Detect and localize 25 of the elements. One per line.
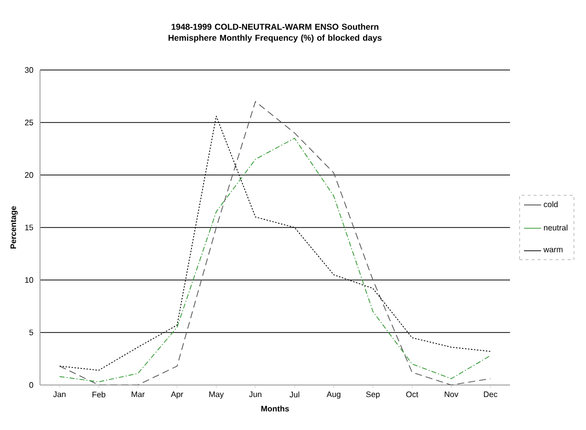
y-tick-label: 0 [29,382,34,388]
x-tick-label: Nov [444,392,458,398]
x-tick-label: Apr [170,392,184,399]
y-tick-label: 20 [24,172,34,178]
x-tick-label: Feb [92,392,106,398]
x-tick-label: Jan [53,392,66,398]
x-tick-label: Jul [290,392,300,398]
x-axis-title: Months [261,406,289,412]
y-tick-label: 10 [25,277,34,283]
x-tick-label: Mar [132,392,145,398]
y-tick-label: 15 [25,224,34,230]
legend-label: cold [544,201,558,208]
x-tick-label: Sep [366,392,380,399]
y-tick-label: 25 [24,120,34,126]
legend-label: warm [543,248,562,252]
x-tick-label: Oct [406,392,418,398]
x-tick-label: May [209,392,224,399]
y-tick-label: 5 [29,330,34,336]
legend-label: neutral [544,224,568,230]
y-axis-title: Percentage [10,206,18,249]
x-tick-label: Dec [484,392,498,398]
x-tick-label: Aug [326,392,340,399]
y-tick-label: 30 [24,67,34,73]
x-tick-label: Jun [249,392,262,398]
chart-title: 1948-1999 COLD-NEUTRAL-WARM ENSO Southern Hemisphere Monthly Frequency (%) of blocked days [168,24,382,42]
